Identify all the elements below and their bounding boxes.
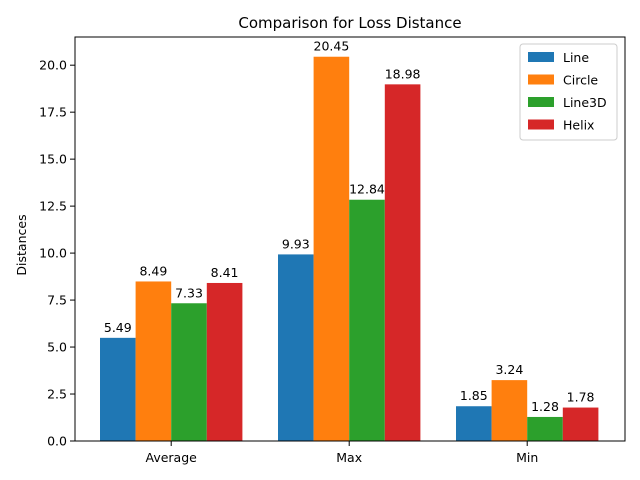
data-label: 18.98 [385, 66, 421, 81]
bar-line-min [456, 406, 492, 441]
y-tick-label: 5.0 [47, 340, 67, 355]
chart-title: Comparison for Loss Distance [238, 14, 461, 32]
legend-swatch [528, 52, 554, 62]
y-tick-label: 10.0 [39, 246, 67, 261]
legend-label: Line [563, 50, 589, 65]
legend: Line Circle Line3D Helix [519, 43, 618, 141]
x-tick-label: Max [336, 450, 362, 465]
bar-helix-min [562, 407, 599, 441]
data-label: 1.85 [460, 388, 488, 403]
x-tick-label: Min [516, 450, 538, 465]
axes-frame [74, 36, 626, 442]
data-label: 9.93 [282, 236, 310, 251]
data-label: 20.45 [314, 39, 350, 54]
y-tick-label: 2.5 [47, 387, 67, 402]
data-label: 1.78 [567, 390, 595, 405]
legend-box [519, 43, 618, 141]
bar-line-max [278, 254, 314, 441]
y-tick-label: 20.0 [39, 58, 67, 73]
bar-helix-max [384, 84, 421, 442]
data-label: 1.28 [531, 399, 559, 414]
legend-swatch [528, 74, 554, 85]
y-tick-label: 17.5 [39, 105, 67, 120]
data-label: 3.24 [495, 362, 523, 377]
bar-circle-max [313, 56, 350, 442]
legend-label: Circle [563, 73, 598, 88]
legend-label: Helix [563, 118, 594, 133]
bar-circle-min [491, 380, 528, 441]
y-tick-label: 12.5 [39, 199, 67, 214]
data-label: 5.49 [104, 320, 132, 335]
legend-label: Line3D [563, 95, 607, 110]
plot-area: 5.49 9.93 1.85 8.49 20.45 3.24 7.33 12.84 1.28 8.… [39, 36, 626, 465]
bar-circle-average [135, 281, 172, 441]
x-tick-label: Average [146, 450, 198, 465]
bar-line-average [100, 337, 136, 441]
bar-line3d-min [527, 416, 563, 441]
y-tick-label: 0.0 [47, 434, 67, 449]
y-tick-label: 7.5 [47, 293, 67, 308]
bar-line3d-max [349, 199, 385, 441]
bar-helix-average [206, 282, 243, 441]
legend-swatch [528, 119, 554, 130]
bar-line3d-average [171, 303, 207, 441]
y-tick-label: 15.0 [39, 152, 67, 167]
data-label: 8.49 [139, 263, 167, 278]
data-label: 7.33 [175, 285, 203, 300]
legend-swatch [528, 97, 554, 107]
data-label: 8.41 [211, 265, 239, 280]
y-axis-title: Distances [14, 214, 29, 275]
data-label: 12.84 [349, 182, 385, 197]
